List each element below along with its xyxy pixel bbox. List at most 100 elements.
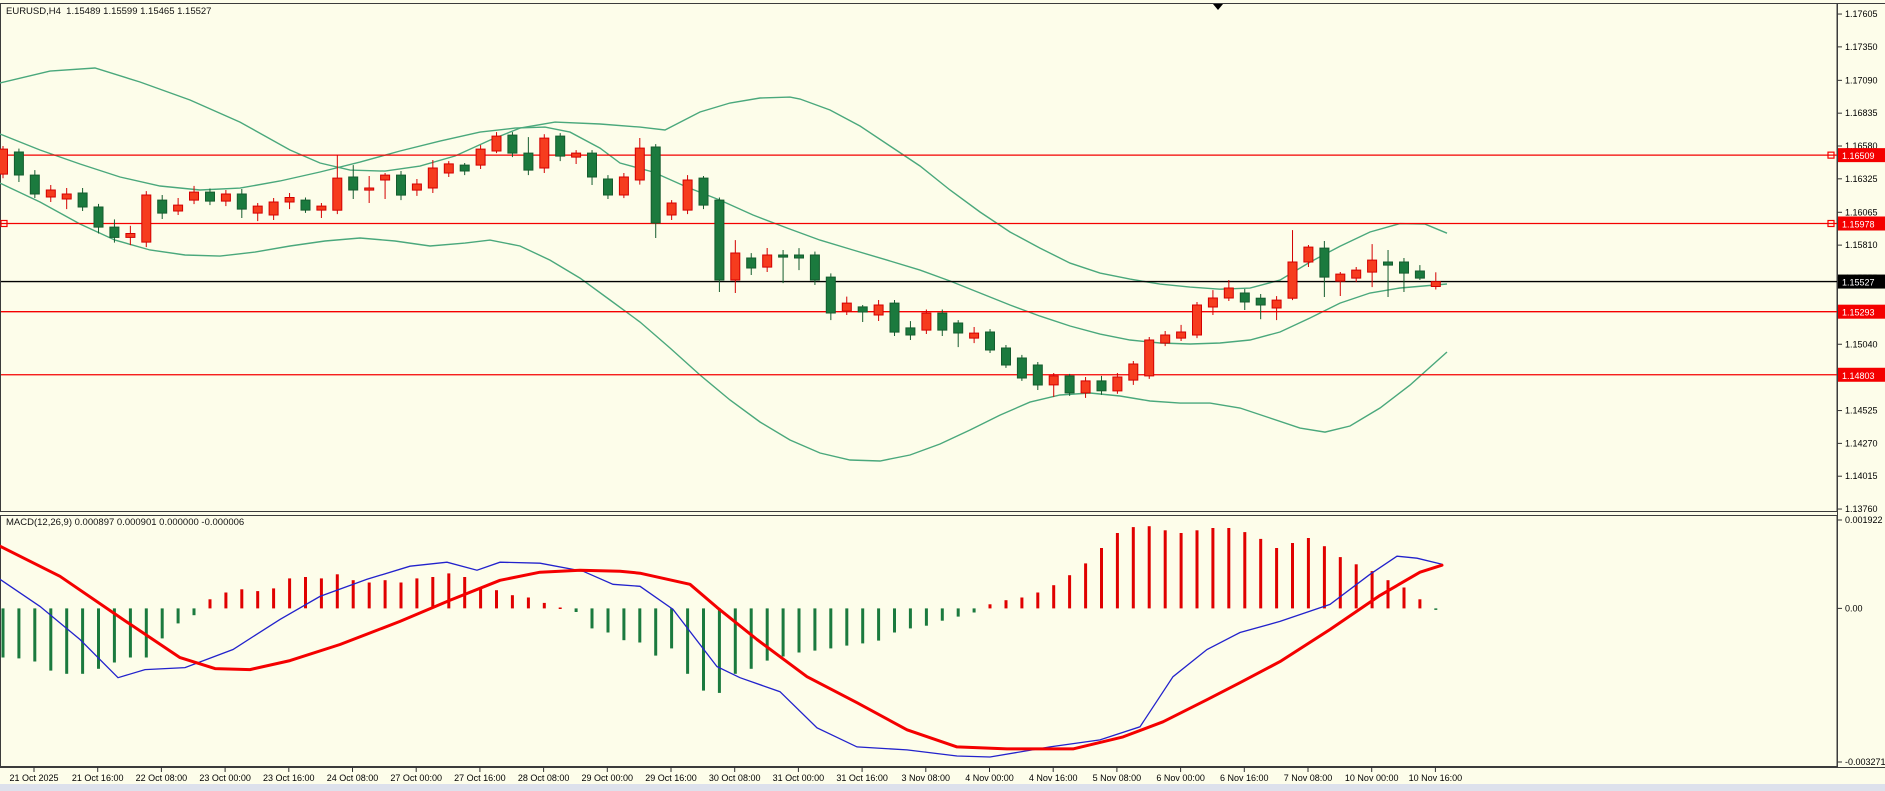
candle: [29, 170, 40, 198]
candle: [364, 176, 375, 203]
hline-left-handle[interactable]: [0, 219, 8, 228]
candle-body-bull: [252, 205, 263, 214]
price-tick-label: 1.14525: [1845, 406, 1878, 416]
candle: [77, 188, 88, 211]
macd-histogram-bar: [797, 608, 801, 653]
candle: [666, 200, 677, 220]
macd-histogram-bar: [463, 577, 467, 609]
candle: [809, 251, 820, 285]
macd-histogram-bar: [160, 608, 164, 639]
price-tag-1.15293[interactable]: [1838, 304, 1885, 319]
candle-body-bull: [475, 148, 486, 166]
candle: [778, 250, 789, 284]
hline-right-handle[interactable]: [1827, 151, 1835, 159]
price-tag-1.15527[interactable]: [1838, 274, 1885, 289]
candle: [300, 197, 311, 213]
macd-histogram-bar: [924, 608, 928, 626]
macd-histogram-bar: [1020, 597, 1024, 609]
candle: [555, 133, 566, 162]
candle-body-bear: [587, 152, 597, 178]
macd-histogram-bar: [686, 608, 690, 674]
candle: [1430, 272, 1441, 290]
candle-body-bull: [1351, 269, 1362, 279]
time-tick-label: 21 Oct 2025: [9, 773, 58, 783]
price-tag-1.15978[interactable]: [1838, 216, 1885, 231]
candle-body-bear: [1032, 364, 1043, 386]
macd-histogram-bar: [590, 608, 594, 629]
price-tick-label: 1.13760: [1845, 504, 1878, 514]
price-tick-label: 1.15040: [1845, 339, 1878, 349]
candle: [1192, 302, 1202, 339]
candle-body-bull: [841, 302, 852, 312]
candle: [539, 134, 550, 173]
candle: [1399, 258, 1409, 292]
macd-histogram-bar: [1147, 526, 1151, 609]
candle-body-bear: [809, 254, 820, 281]
candle-body-bull: [443, 163, 454, 174]
candle-body-bear: [905, 327, 916, 336]
macd-histogram-bar: [319, 578, 323, 609]
time-tick-label: 29 Oct 16:00: [645, 773, 697, 783]
macd-histogram-bar: [1291, 543, 1294, 609]
macd-histogram-bar: [17, 608, 21, 659]
chart-shift-marker-icon[interactable]: [1213, 4, 1223, 10]
macd-histogram-bar: [1068, 575, 1072, 609]
candle-body-bear: [1414, 270, 1425, 279]
candle-body-bull: [1048, 375, 1059, 386]
macd-indicator-label: MACD(12,26,9) 0.000897 0.000901 0.000000…: [6, 517, 245, 528]
price-tick-label: 1.14015: [1845, 471, 1878, 481]
macd-histogram-bar: [1418, 599, 1422, 609]
candle-body-bull: [125, 233, 136, 238]
macd-histogram-bar: [813, 608, 817, 651]
time-tick-label: 21 Oct 16:00: [72, 773, 124, 783]
candle: [1080, 377, 1091, 398]
macd-histogram-bar: [1195, 530, 1199, 609]
macd-histogram-bar: [1338, 557, 1342, 609]
candle: [1016, 354, 1027, 381]
macd-histogram-bar: [781, 608, 785, 657]
candle: [1319, 241, 1330, 297]
macd-histogram-bar: [1084, 563, 1088, 609]
candle-body-bear: [77, 192, 88, 208]
candle: [714, 197, 725, 292]
candle-body-bull: [61, 193, 72, 200]
candle-body-bull: [730, 252, 741, 281]
hline-right-handle[interactable]: [1827, 219, 1835, 228]
candle: [953, 320, 964, 348]
candle-body-bear: [1399, 261, 1409, 274]
candle: [1239, 289, 1250, 310]
candle: [1335, 272, 1346, 296]
macd-histogram-bar: [1354, 564, 1358, 609]
candle: [1207, 290, 1218, 315]
candle-body-bull: [316, 205, 327, 211]
price-tag-1.16509[interactable]: [1838, 148, 1885, 163]
macd-histogram-bar: [940, 608, 944, 621]
macd-histogram-bar: [1243, 532, 1247, 609]
macd-histogram-bar: [558, 607, 562, 609]
macd-histogram-bar: [351, 580, 355, 609]
candle: [348, 165, 359, 199]
candle: [396, 171, 406, 201]
candle-body-bear: [236, 193, 247, 210]
candle-body-bear: [13, 151, 24, 176]
macd-histogram-bar: [288, 578, 292, 609]
time-tick-label: 27 Oct 16:00: [454, 773, 506, 783]
macd-histogram-bar: [176, 608, 180, 624]
candle: [125, 225, 136, 246]
price-tag-text: 1.16509: [1842, 151, 1875, 161]
candle-body-bull: [873, 304, 884, 316]
horizontal-scrollbar[interactable]: [0, 784, 1885, 791]
macd-histogram-bar: [1004, 600, 1008, 609]
macd-main-line: [0, 555, 1443, 758]
candle-body-bull: [220, 193, 231, 202]
candle: [1096, 375, 1107, 395]
candle-body-bear: [157, 199, 168, 214]
candle: [857, 305, 868, 322]
candle: [698, 176, 709, 210]
candle-body-bull: [921, 312, 932, 331]
candle: [905, 321, 916, 340]
macd-axis-label: 0.001922: [1845, 515, 1883, 525]
price-tag-1.14803[interactable]: [1838, 367, 1885, 382]
candle: [1001, 345, 1011, 368]
